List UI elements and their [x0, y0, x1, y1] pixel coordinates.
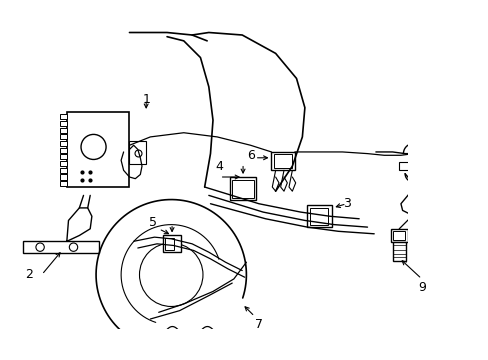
Bar	[309, 208, 327, 225]
Bar	[60, 114, 67, 120]
Bar	[163, 235, 181, 252]
Text: 1: 1	[142, 93, 150, 106]
Bar	[398, 162, 408, 170]
Bar	[60, 161, 67, 166]
Text: 7: 7	[254, 318, 263, 331]
Bar	[60, 121, 67, 126]
Bar	[393, 231, 404, 240]
Text: 3: 3	[342, 197, 350, 210]
Bar	[165, 238, 173, 250]
Bar	[60, 175, 67, 180]
Text: 4: 4	[215, 159, 223, 173]
Bar	[23, 241, 99, 253]
Bar	[229, 177, 256, 201]
Text: 9: 9	[417, 281, 425, 294]
Text: 2: 2	[25, 268, 33, 281]
Bar	[273, 154, 292, 168]
Bar	[390, 229, 407, 242]
Bar	[129, 141, 146, 165]
Bar	[232, 180, 253, 198]
Bar	[60, 128, 67, 133]
Bar	[60, 141, 67, 146]
Bar	[271, 152, 294, 170]
Bar	[60, 168, 67, 173]
Bar	[60, 148, 67, 153]
Bar	[60, 154, 67, 159]
Bar	[67, 112, 129, 187]
Bar	[60, 181, 67, 186]
Text: 5: 5	[148, 216, 157, 229]
Bar	[307, 206, 332, 227]
Text: 6: 6	[246, 149, 254, 162]
Bar	[392, 242, 405, 261]
Bar	[60, 134, 67, 139]
